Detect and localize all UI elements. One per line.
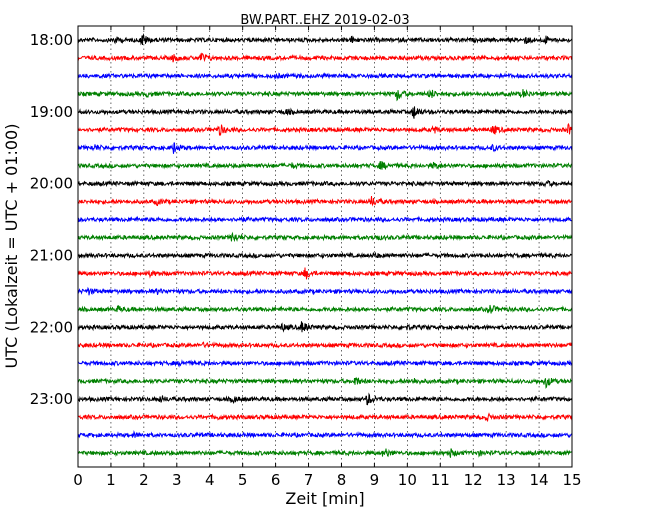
- grid: [110, 26, 540, 467]
- trace-line: [77, 429, 573, 439]
- x-tick-label: 8: [337, 471, 347, 489]
- trace-line: [77, 448, 573, 458]
- trace-line: [77, 392, 573, 406]
- trace-line: [77, 215, 573, 224]
- trace-line: [77, 359, 572, 368]
- trace-line: [77, 321, 573, 333]
- x-tick-label: 13: [497, 471, 516, 489]
- trace-line: [77, 106, 573, 119]
- trace-line: [77, 160, 573, 171]
- trace-line: [77, 376, 573, 389]
- trace-line: [77, 195, 573, 207]
- trace-line: [77, 52, 573, 63]
- x-axis: 0 1 2 3 4 5 6 7 8 9 10 11 12 13 14 15: [73, 26, 582, 489]
- trace-line: [77, 122, 573, 136]
- trace-line: [77, 142, 573, 154]
- trace-line: [77, 88, 573, 102]
- traces: [77, 33, 573, 458]
- x-tick-label: 9: [370, 471, 380, 489]
- x-tick-label: 15: [562, 471, 581, 489]
- y-tick-label: 22:00: [30, 318, 73, 336]
- trace-line: [77, 304, 573, 314]
- x-tick-label: 2: [139, 471, 149, 489]
- y-axis-label: UTC (Lokalzeit = UTC + 01:00): [2, 124, 21, 369]
- y-tick-label: 19:00: [30, 103, 73, 121]
- x-axis-label: Zeit [min]: [285, 489, 364, 508]
- x-tick-label: 7: [304, 471, 314, 489]
- x-tick-label: 14: [530, 471, 549, 489]
- trace-line: [77, 251, 573, 260]
- x-tick-label: 3: [172, 471, 182, 489]
- x-tick-label: 4: [205, 471, 215, 489]
- x-tick-label: 1: [106, 471, 116, 489]
- chart-title: BW.PART..EHZ 2019-02-03: [240, 13, 409, 28]
- y-tick-label: 20:00: [30, 175, 73, 193]
- x-tick-label: 12: [464, 471, 483, 489]
- trace-line: [77, 286, 573, 296]
- y-tick-label: 21:00: [30, 246, 73, 264]
- plot-frame: [77, 25, 573, 468]
- x-tick-label: 0: [73, 471, 83, 489]
- trace-line: [77, 267, 573, 280]
- trace-line: [77, 231, 573, 243]
- x-tick-label: 6: [271, 471, 281, 489]
- trace-line: [77, 72, 573, 81]
- x-tick-label: 5: [238, 471, 248, 489]
- trace-line: [77, 179, 573, 188]
- y-tick-label: 18:00: [30, 31, 73, 49]
- x-tick-label: 11: [431, 471, 450, 489]
- trace-line: [77, 341, 573, 350]
- x-tick-label: 10: [398, 471, 417, 489]
- y-axis: 18:00 19:00 20:00 21:00 22:00 23:00: [30, 31, 82, 408]
- trace-line: [77, 412, 573, 422]
- y-tick-label: 23:00: [30, 390, 73, 408]
- trace-line: [77, 33, 573, 46]
